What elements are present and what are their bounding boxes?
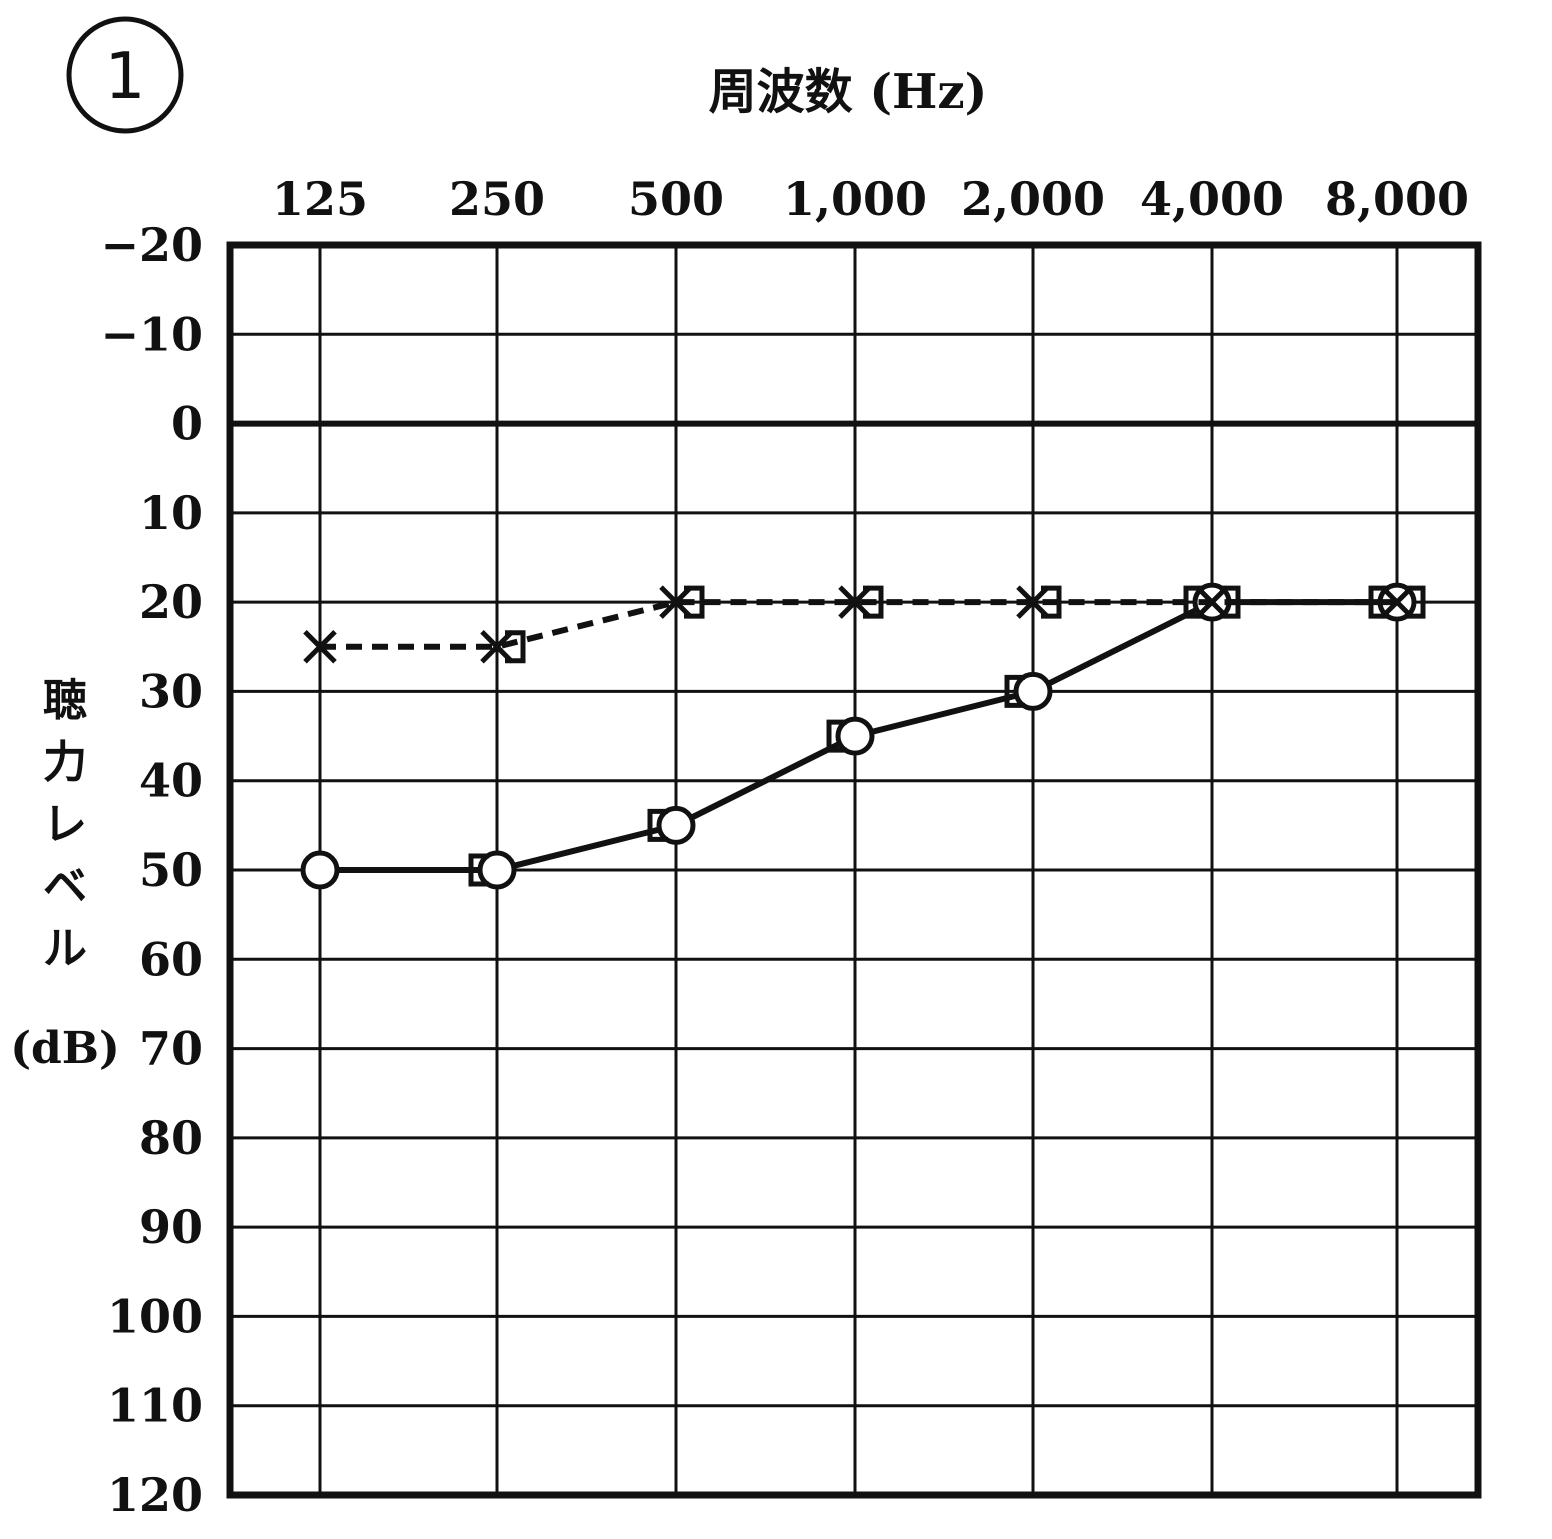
x-tick-label: 8,000 xyxy=(1325,172,1469,226)
y-axis-label-char: レ xyxy=(43,799,87,850)
series-bracket-left xyxy=(468,585,1389,887)
series-bracket-right xyxy=(505,585,1426,664)
data-point-bracket-left xyxy=(1004,674,1025,708)
cross-stroke xyxy=(1380,585,1414,619)
y-tick-label: 0 xyxy=(171,397,203,451)
y-tick-labels: −20 −10 0 10 20 30 40 50 60 70 80 90 100 110 120 xyxy=(100,218,203,1522)
data-point-bracket-left xyxy=(647,808,668,842)
y-tick-label: 40 xyxy=(139,754,203,808)
y-tick-label: 100 xyxy=(107,1289,203,1343)
series-cross xyxy=(303,585,1414,664)
y-tick-label: 80 xyxy=(139,1111,203,1165)
data-point-circle xyxy=(477,850,517,890)
data-point-bracket-right xyxy=(863,585,884,619)
x-tick-labels: 125 250 500 1,000 2,000 4,000 8,000 xyxy=(272,172,1469,226)
x-tick-label: 4,000 xyxy=(1140,172,1284,226)
data-point-cross xyxy=(303,630,337,664)
chart-title: 周波数 (Hz) xyxy=(709,64,988,120)
data-series xyxy=(300,582,1426,890)
y-tick-label: 90 xyxy=(139,1200,203,1254)
data-point-bracket-left xyxy=(1183,585,1204,619)
data-point-bracket-right xyxy=(1041,585,1062,619)
panel-label: 1 xyxy=(66,16,184,134)
y-tick-label: 120 xyxy=(107,1468,203,1522)
y-tick-label: −20 xyxy=(100,218,203,272)
data-point-bracket-left xyxy=(826,719,847,753)
data-point-bracket-left xyxy=(468,853,489,887)
cross-stroke xyxy=(303,630,337,664)
x-tick-label: 2,000 xyxy=(961,172,1105,226)
x-tick-label: 250 xyxy=(449,172,545,226)
data-point-circle xyxy=(300,850,340,890)
cross-stroke xyxy=(659,585,693,619)
y-tick-label: −10 xyxy=(100,307,203,361)
cross-stroke xyxy=(1016,585,1050,619)
x-tick-label: 1,000 xyxy=(783,172,927,226)
y-axis-label-char: ベ xyxy=(43,861,87,912)
data-point-cross xyxy=(1016,585,1050,619)
panel-number: 1 xyxy=(105,40,146,114)
data-point-bracket-right xyxy=(505,630,526,664)
y-tick-label: 70 xyxy=(139,1022,203,1076)
y-tick-label: 30 xyxy=(139,664,203,718)
y-tick-label: 110 xyxy=(107,1379,203,1433)
cross-stroke xyxy=(480,630,514,664)
cross-stroke xyxy=(838,585,872,619)
data-point-circle xyxy=(1013,671,1053,711)
y-tick-label: 10 xyxy=(139,486,203,540)
data-point-cross xyxy=(480,630,514,664)
data-point-bracket-left xyxy=(1368,585,1389,619)
y-axis-label-char: 聴 xyxy=(43,675,87,726)
y-tick-label: 60 xyxy=(139,932,203,986)
series-circle xyxy=(300,582,1417,890)
data-point-bracket-right xyxy=(1405,585,1426,619)
y-axis-label-char: 力 xyxy=(43,737,87,788)
data-point-bracket-right xyxy=(1220,585,1241,619)
data-point-circle xyxy=(835,716,875,756)
y-axis-label-char: ル xyxy=(43,923,87,974)
y-tick-label: 50 xyxy=(139,843,203,897)
y-axis-unit: (dB) xyxy=(10,1023,120,1074)
data-point-cross xyxy=(1195,585,1229,619)
data-point-circle xyxy=(656,805,696,845)
x-tick-label: 125 xyxy=(272,172,368,226)
x-tick-label: 500 xyxy=(628,172,724,226)
cross-stroke xyxy=(1195,585,1229,619)
data-point-cross xyxy=(659,585,693,619)
data-point-bracket-right xyxy=(684,585,705,619)
data-point-cross xyxy=(1380,585,1414,619)
data-point-cross xyxy=(838,585,872,619)
y-tick-label: 20 xyxy=(139,575,203,629)
